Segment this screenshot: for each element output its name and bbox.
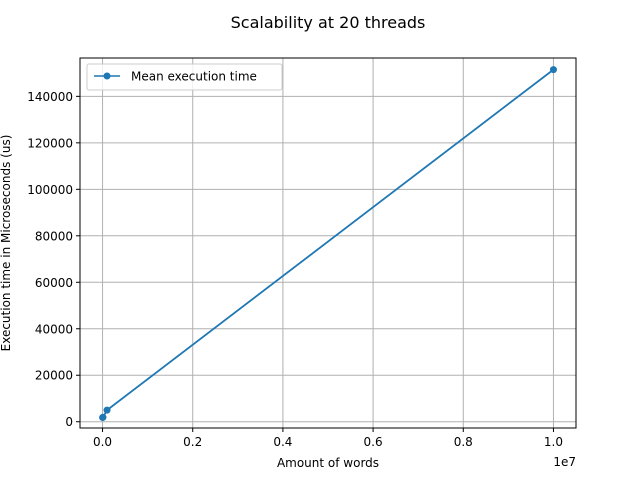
y-tick-label: 100000 (27, 183, 73, 197)
y-tick-label: 140000 (27, 90, 73, 104)
y-axis-ticks: 0 20000 40000 60000 80000 100000 120000 140000 (27, 90, 80, 429)
x-tick-label: 0.4 (273, 435, 292, 449)
x-tick-label: 0.6 (364, 435, 383, 449)
x-tick-label: 0.8 (454, 435, 473, 449)
x-tick-label: 0.2 (183, 435, 202, 449)
chart-title: Scalability at 20 threads (231, 13, 426, 32)
y-axis-label: Execution time in Microseconds (us) (0, 135, 13, 352)
x-tick-label: 0.0 (93, 435, 112, 449)
legend-label: Mean execution time (131, 70, 257, 84)
y-tick-label: 40000 (35, 322, 73, 336)
y-tick-label: 20000 (35, 369, 73, 383)
grid-lines (80, 58, 576, 428)
y-tick-label: 120000 (27, 136, 73, 150)
legend-box (86, 63, 283, 91)
data-point (99, 413, 107, 421)
data-point (103, 406, 111, 414)
x-tick-label: 1.0 (544, 435, 563, 449)
y-tick-label: 60000 (35, 276, 73, 290)
x-axis-ticks: 0.0 0.2 0.4 0.6 0.8 1.0 (93, 428, 563, 449)
data-point (549, 66, 557, 74)
series-layer (99, 66, 557, 422)
y-tick-label: 0 (65, 415, 73, 429)
y-tick-label: 80000 (35, 229, 73, 243)
x-axis-offset-label: 1e7 (553, 455, 576, 469)
legend: Mean execution time (86, 63, 283, 91)
plot-frame (79, 57, 577, 429)
legend-marker-swatch (103, 72, 111, 80)
x-axis-label: Amount of words (277, 456, 379, 470)
